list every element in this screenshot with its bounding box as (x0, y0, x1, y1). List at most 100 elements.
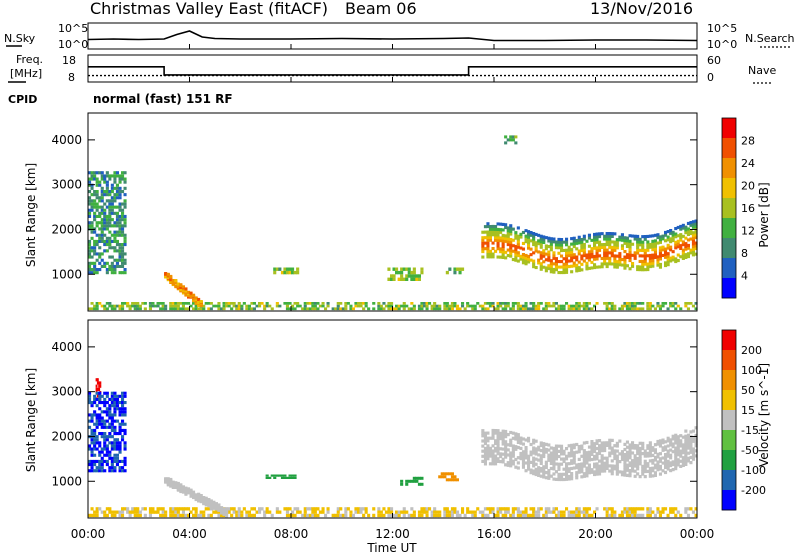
heatmap-cell (121, 401, 125, 405)
heatmap-cell (209, 499, 213, 503)
heatmap-cell (575, 247, 579, 251)
heatmap-cell (468, 304, 472, 308)
heatmap-cell (598, 232, 602, 236)
heatmap-cell (684, 231, 688, 235)
heatmap-cell (514, 135, 518, 139)
heatmap-cell (593, 235, 597, 239)
heatmap-cell (565, 237, 569, 241)
heatmap-cell (499, 228, 503, 232)
heatmap-cell (285, 307, 289, 311)
heatmap-cell (666, 252, 670, 256)
colorbar-swatch (722, 138, 736, 159)
heatmap-cell (417, 307, 421, 311)
heatmap-cell (105, 435, 109, 439)
heatmap-cell (557, 265, 561, 269)
heatmap-cell (197, 513, 201, 518)
heatmap-cell (582, 449, 586, 453)
heatmap-cell (593, 449, 597, 453)
heatmap-cell (113, 438, 117, 442)
heatmap-cell (638, 441, 642, 445)
heatmap-cell (283, 507, 287, 511)
heatmap-cell (113, 224, 117, 228)
heatmap-cell (681, 251, 685, 255)
heatmap-cell (676, 510, 680, 514)
colorbar-tick-label: 12 (741, 225, 755, 238)
heatmap-cell (499, 460, 503, 464)
heatmap-cell (161, 302, 165, 305)
heatmap-cell (613, 510, 617, 514)
heatmap-cell (494, 441, 498, 445)
heatmap-cell (93, 410, 97, 414)
heatmap-cell (534, 457, 538, 461)
heatmap-cell (121, 438, 125, 442)
heatmap-cell (648, 256, 652, 260)
heatmap-cell (354, 304, 358, 308)
heatmap-cell (651, 510, 655, 514)
heatmap-cell (666, 462, 670, 466)
x-tick-label: 20:00 (578, 527, 613, 541)
heatmap-cell (628, 507, 632, 511)
heatmap-cell (595, 238, 599, 242)
heatmap-cell (90, 441, 94, 445)
heatmap-cell (554, 513, 558, 518)
heatmap-cell (514, 445, 518, 449)
heatmap-cell (93, 459, 97, 463)
heatmap-cell (600, 464, 604, 468)
heatmap-cell (666, 263, 670, 267)
heatmap-cell (100, 447, 104, 451)
heatmap-cell (169, 302, 173, 305)
heatmap-cell (527, 235, 531, 239)
heatmap-cell (694, 449, 698, 453)
heatmap-cell (336, 304, 340, 308)
heatmap-cell (105, 261, 109, 265)
heatmap-cell (676, 448, 680, 452)
heatmap-cell (443, 510, 447, 514)
heatmap-cell (501, 244, 505, 248)
heatmap-cell (121, 227, 125, 231)
heatmap-cell (689, 302, 693, 305)
heatmap-cell (494, 307, 498, 311)
heatmap-cell (455, 304, 459, 308)
heatmap-cell (189, 510, 193, 514)
heatmap-cell (590, 452, 594, 456)
heatmap-cell (199, 510, 203, 514)
heatmap-cell (402, 267, 406, 271)
heatmap-cell (547, 443, 551, 447)
heatmap-cell (532, 251, 536, 255)
heatmap-cell (100, 466, 104, 470)
heatmap-cell (646, 454, 650, 458)
heatmap-cell (179, 307, 183, 311)
heatmap-cell (118, 208, 122, 212)
heatmap-cell (516, 259, 520, 263)
heatmap-cell (511, 510, 515, 514)
heatmap-cell (204, 302, 208, 305)
heatmap-cell (529, 471, 533, 475)
heatmap-cell (684, 507, 688, 511)
heatmap-cell (585, 253, 589, 257)
heatmap-cell (98, 394, 102, 398)
heatmap-cell (450, 510, 454, 514)
heatmap-cell (567, 474, 571, 479)
heatmap-cell (595, 254, 599, 258)
heatmap-cell (527, 260, 531, 264)
heatmap-cell (598, 451, 602, 455)
heatmap-cell (118, 425, 122, 429)
heatmap-cell (291, 307, 295, 311)
heatmap-cell (537, 307, 541, 311)
heatmap-cell (390, 510, 394, 514)
nsky-series-line (87, 30, 698, 42)
heatmap-cell (88, 224, 92, 228)
heatmap-cell (156, 510, 160, 514)
heatmap-cell (666, 307, 670, 311)
heatmap-cell (501, 222, 505, 226)
heatmap-cell (123, 444, 127, 448)
heatmap-cell (511, 238, 515, 242)
heatmap-cell (90, 208, 94, 212)
heatmap-cell (641, 259, 645, 263)
heatmap-cell (615, 454, 619, 458)
heatmap-cell (610, 507, 614, 511)
heatmap-cell (664, 470, 668, 475)
heatmap-cell (615, 243, 619, 247)
heatmap-cell (494, 439, 498, 443)
heatmap-cell (105, 227, 109, 231)
